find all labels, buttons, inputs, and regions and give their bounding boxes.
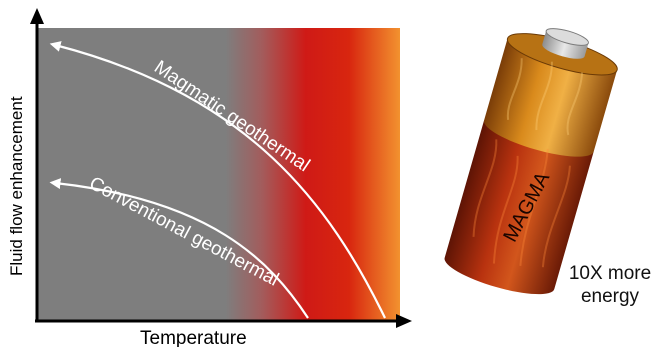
energy-note-line1: 10X more — [568, 263, 652, 284]
x-axis-label: Temperature — [140, 328, 247, 347]
temperature-gradient-field — [37, 28, 400, 320]
energy-note-line2: energy — [580, 286, 640, 307]
battery-lower-half — [444, 120, 594, 295]
magmatic-curve — [49, 41, 386, 319]
gold-texture — [506, 58, 584, 136]
conventional-curve — [49, 178, 309, 319]
magma-battery: MAGMA — [444, 28, 618, 295]
x-axis-arrowhead — [396, 314, 412, 328]
y-axis-arrowhead — [30, 8, 44, 24]
axes — [30, 8, 412, 328]
battery-cap-top — [545, 28, 589, 46]
magma-texture — [472, 139, 571, 268]
energy-note: 10X more energy — [560, 262, 660, 308]
y-axis-label: Fluid flow enhancement — [7, 96, 26, 276]
